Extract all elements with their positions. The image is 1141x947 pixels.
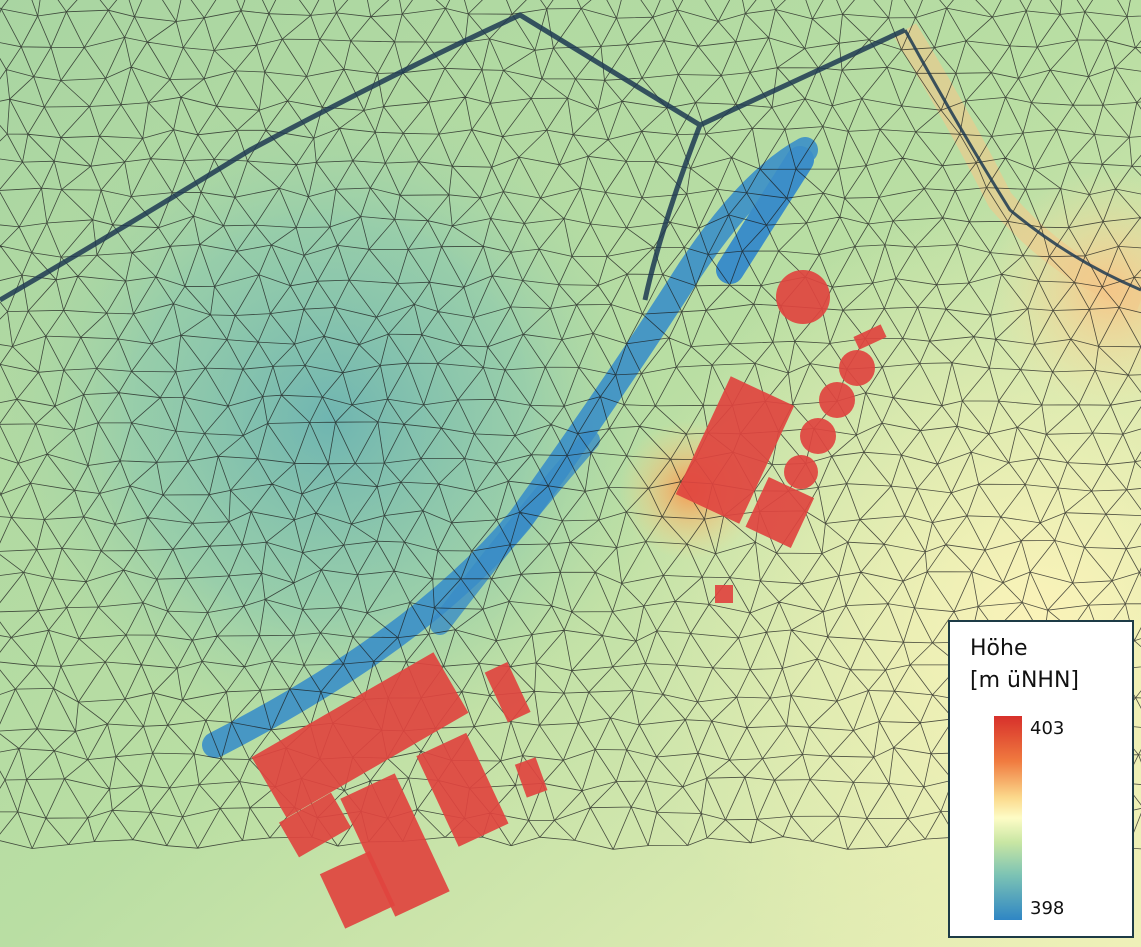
building: [776, 270, 830, 324]
building: [819, 382, 855, 418]
building: [839, 350, 875, 386]
building: [784, 455, 818, 489]
color-ramp: [994, 716, 1022, 920]
legend-title: Höhe: [970, 636, 1027, 661]
legend-unit: [m üNHN]: [970, 668, 1079, 693]
legend-max: 403: [1030, 718, 1064, 739]
building: [800, 418, 836, 454]
building: [715, 585, 733, 603]
page: Höhe [m üNHN] 403 398 (() => { const dat…: [0, 0, 1141, 947]
legend-min: 398: [1030, 898, 1064, 919]
legend: Höhe [m üNHN] 403 398: [948, 620, 1134, 938]
